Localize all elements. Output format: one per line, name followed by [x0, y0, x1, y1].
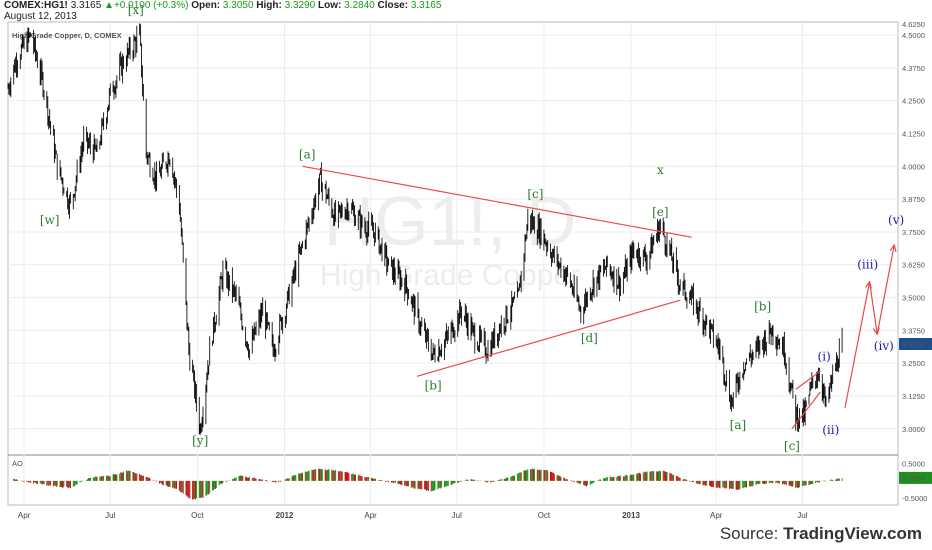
close-value: 3.3165	[410, 0, 442, 11]
y-tick-label: 4.1250	[902, 130, 925, 139]
wave-label: (v)	[888, 213, 904, 227]
y-tick-label: 4.2500	[902, 97, 925, 106]
source-brand: TradingView.com	[783, 524, 922, 543]
y-tick-label: 3.5000	[902, 294, 925, 303]
wave-label: [c]	[784, 439, 800, 453]
y-tick-label: 3.6250	[902, 261, 925, 270]
projection-arrowhead	[889, 243, 897, 252]
chart-date: August 12, 2013	[4, 11, 77, 22]
wave-label: [d]	[581, 331, 598, 345]
wave-label: (ii)	[822, 423, 839, 437]
wave-label: [b]	[754, 300, 771, 314]
high-label: High:	[256, 0, 282, 11]
wave-label: (iii)	[857, 258, 878, 272]
quote-line: COMEX:HG1! 3.3165 ▲+0.0100 (+0.3%) Open:…	[4, 0, 441, 11]
y-tick-label: 3.3750	[902, 326, 925, 335]
wave-label: x	[657, 163, 664, 177]
open-value: 3.3050	[222, 0, 254, 11]
wave-label: [b]	[425, 378, 442, 392]
y-tick-label: 3.1250	[902, 392, 925, 401]
plot-frame	[7, 21, 899, 506]
x-tick-label: Apr	[710, 511, 723, 520]
projection-path	[844, 244, 895, 408]
last-price-tag	[899, 337, 932, 350]
projection-arrowhead	[864, 280, 872, 289]
x-tick-label: 2013	[622, 511, 640, 520]
low-value: 3.2840	[344, 0, 375, 11]
source-credit: Source: TradingView.com	[720, 524, 922, 544]
y-tick-label: 3.7500	[902, 228, 925, 237]
last-price-label: 3.3230	[902, 340, 925, 349]
ao-last-tag	[899, 471, 932, 484]
ao-label: AO	[12, 459, 23, 468]
wave-label: [e]	[652, 205, 668, 219]
trend-line	[795, 370, 821, 390]
x-tick-label: Oct	[538, 511, 551, 520]
wave-label: [w]	[40, 213, 60, 227]
ao-tick-label: -0.5000	[902, 494, 927, 503]
symbol: COMEX:HG1!	[4, 0, 68, 11]
low-label: Low:	[318, 0, 342, 11]
y-tick-label-top: 4.6250	[902, 20, 925, 29]
trend-line	[791, 391, 821, 430]
y-tick-label: 3.0000	[902, 425, 925, 434]
trend-line	[416, 299, 681, 377]
y-tick-label: 3.8750	[902, 195, 925, 204]
close-label: Close:	[377, 0, 409, 11]
chart-title: High Grade Copper, D, COMEX	[12, 31, 122, 40]
x-tick-label: 2012	[276, 511, 294, 520]
x-tick-label: Jul	[452, 511, 462, 520]
up-triangle-icon: ▲	[104, 0, 114, 11]
wave-label: [y]	[192, 434, 208, 448]
watermark-name: High Grade Copper	[320, 259, 580, 292]
wave-label: [c]	[527, 187, 543, 201]
projection-arrowhead	[872, 327, 880, 336]
y-tick-label: 4.3750	[902, 64, 925, 73]
y-tick-label: 4.0000	[902, 162, 925, 171]
y-tick-label: 4.5000	[902, 31, 925, 40]
trend-line	[302, 165, 692, 238]
wave-label: (i)	[818, 350, 831, 364]
wave-label: (iv)	[874, 339, 894, 353]
x-tick-label: Jul	[797, 511, 807, 520]
y-tick-label: 3.2500	[902, 359, 925, 368]
wave-label: [x]	[128, 3, 144, 17]
open-label: Open:	[191, 0, 221, 11]
last-price: 3.3165	[70, 0, 102, 11]
ao-last-label: 0.0864	[902, 474, 925, 483]
chart-header: COMEX:HG1! 3.3165 ▲+0.0100 (+0.3%) Open:…	[4, 0, 441, 22]
x-tick-label: Apr	[18, 511, 31, 520]
source-prefix: Source:	[719, 524, 784, 543]
x-tick-label: Apr	[364, 511, 377, 520]
wave-label: [a]	[730, 418, 747, 432]
price-change: +0.0100 (+0.3%)	[113, 0, 189, 11]
ao-tick-label: 0.5000	[902, 460, 925, 469]
high-value: 3.3290	[284, 0, 316, 11]
x-tick-label: Jul	[105, 511, 115, 520]
wave-label: [a]	[299, 147, 316, 161]
x-tick-label: Oct	[191, 511, 204, 520]
